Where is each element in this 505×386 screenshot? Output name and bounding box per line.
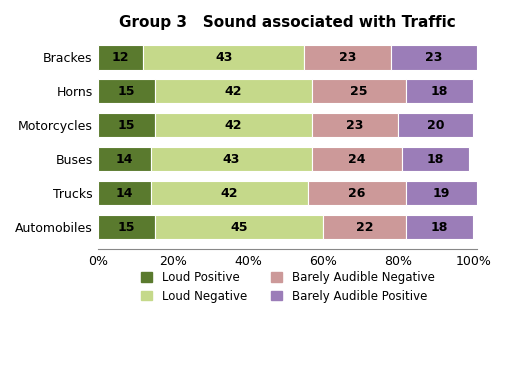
Text: 22: 22 bbox=[355, 221, 373, 234]
Bar bbox=[98, 147, 150, 171]
Bar bbox=[154, 79, 312, 103]
Text: 14: 14 bbox=[116, 187, 133, 200]
Bar bbox=[312, 147, 401, 171]
Bar bbox=[98, 181, 150, 205]
Bar bbox=[154, 113, 312, 137]
Text: 45: 45 bbox=[230, 221, 247, 234]
Bar bbox=[312, 79, 405, 103]
Bar bbox=[308, 181, 405, 205]
Text: 24: 24 bbox=[347, 153, 365, 166]
Bar bbox=[323, 215, 405, 239]
Text: 19: 19 bbox=[432, 187, 449, 200]
Bar bbox=[304, 45, 390, 69]
Text: 20: 20 bbox=[426, 119, 443, 132]
Bar bbox=[405, 181, 476, 205]
Text: 18: 18 bbox=[430, 85, 447, 98]
Bar bbox=[98, 79, 154, 103]
Text: 18: 18 bbox=[430, 221, 447, 234]
Bar bbox=[98, 113, 154, 137]
Bar bbox=[98, 45, 143, 69]
Bar bbox=[98, 215, 154, 239]
Text: 23: 23 bbox=[424, 51, 442, 64]
Bar bbox=[150, 147, 312, 171]
Bar bbox=[143, 45, 304, 69]
Text: 26: 26 bbox=[347, 187, 365, 200]
Text: 18: 18 bbox=[426, 153, 443, 166]
Bar bbox=[401, 147, 469, 171]
Bar bbox=[390, 45, 476, 69]
Text: 42: 42 bbox=[220, 187, 238, 200]
Text: 43: 43 bbox=[222, 153, 239, 166]
Text: 12: 12 bbox=[112, 51, 129, 64]
Bar bbox=[312, 113, 397, 137]
Bar bbox=[405, 79, 472, 103]
Text: 23: 23 bbox=[338, 51, 356, 64]
Text: 14: 14 bbox=[116, 153, 133, 166]
Text: 42: 42 bbox=[224, 85, 241, 98]
Title: Group 3   Sound associated with Traffic: Group 3 Sound associated with Traffic bbox=[119, 15, 455, 30]
Bar bbox=[405, 215, 472, 239]
Text: 15: 15 bbox=[118, 221, 135, 234]
Bar bbox=[150, 181, 308, 205]
Text: 25: 25 bbox=[349, 85, 367, 98]
Text: 15: 15 bbox=[118, 119, 135, 132]
Text: 42: 42 bbox=[224, 119, 241, 132]
Legend: Loud Positive, Loud Negative, Barely Audible Negative, Barely Audible Positive: Loud Positive, Loud Negative, Barely Aud… bbox=[135, 266, 439, 307]
Bar bbox=[154, 215, 323, 239]
Text: 15: 15 bbox=[118, 85, 135, 98]
Text: 23: 23 bbox=[346, 119, 363, 132]
Bar bbox=[397, 113, 472, 137]
Text: 43: 43 bbox=[215, 51, 232, 64]
